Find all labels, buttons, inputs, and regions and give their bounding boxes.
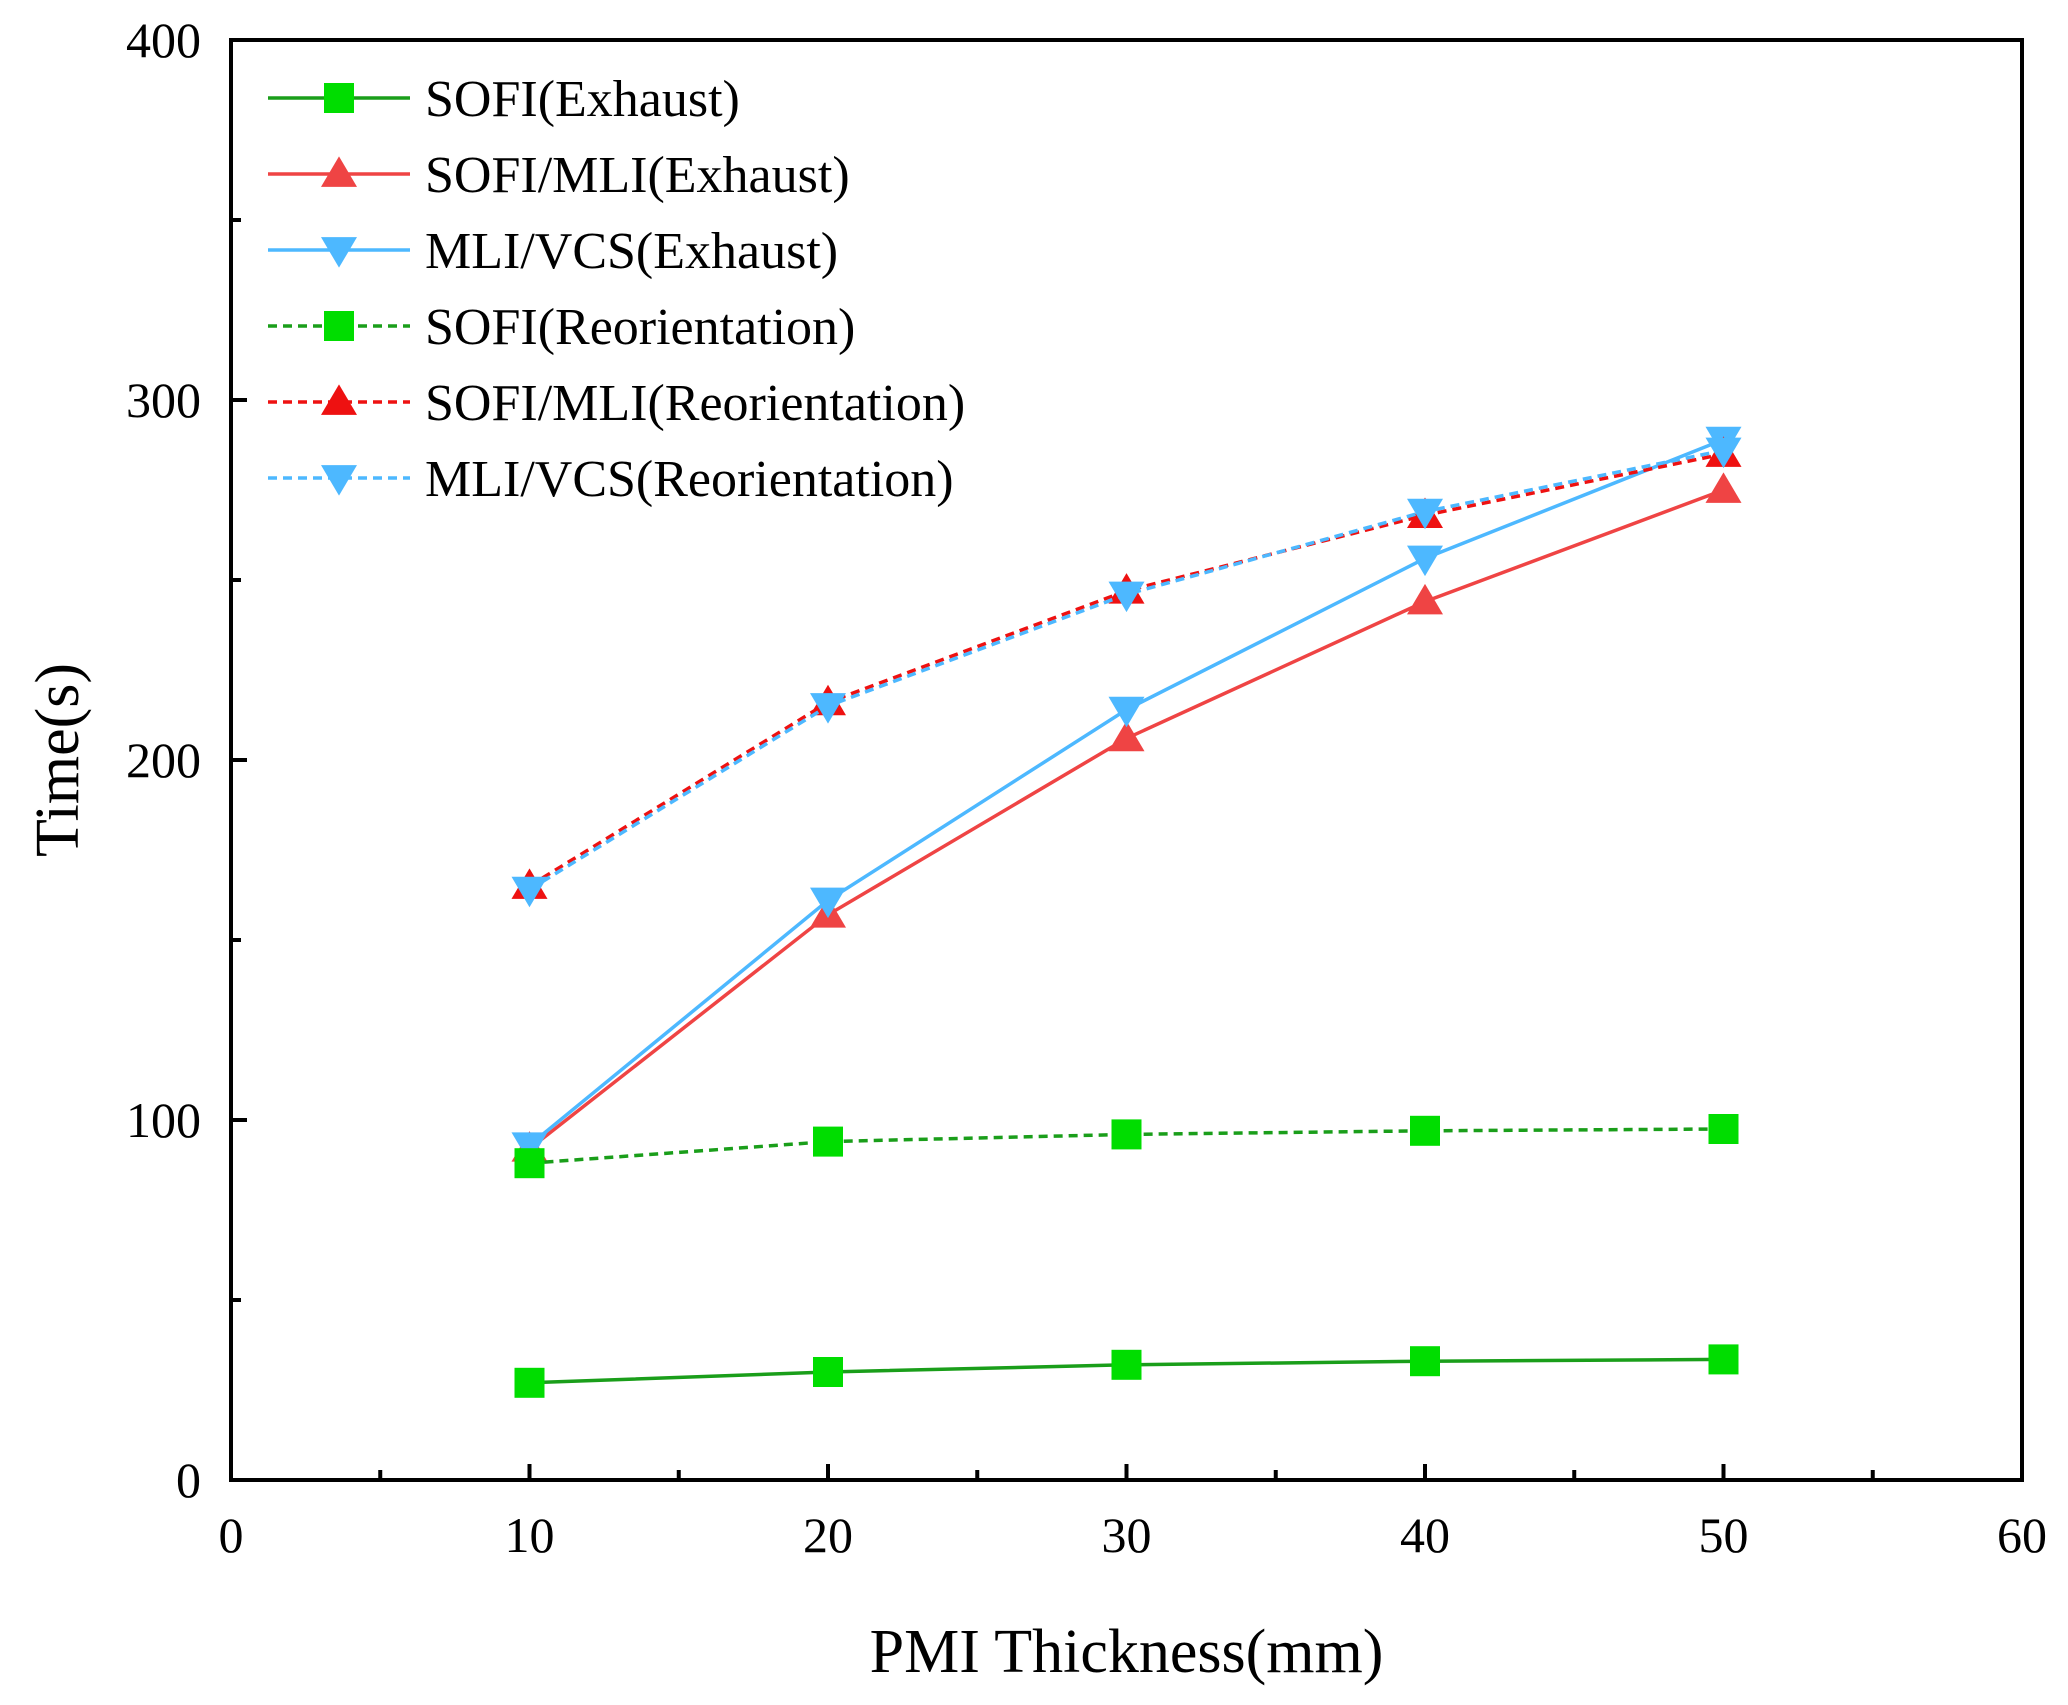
legend-item: SOFI(Exhaust) (268, 71, 740, 128)
x-tick-label: 50 (1699, 1507, 1749, 1563)
data-point (1705, 437, 1742, 469)
series-mli-vcs-reorientation (511, 437, 1742, 908)
x-axis-title: PMI Thickness(mm) (870, 1618, 1384, 1686)
y-tick-label: 300 (126, 372, 201, 428)
data-point (511, 1132, 548, 1163)
legend-marker (321, 237, 357, 268)
legend-label: SOFI(Exhaust) (425, 71, 740, 128)
data-point (1407, 498, 1443, 530)
legend-item: MLI/VCS(Exhaust) (268, 223, 838, 280)
x-tick-label: 40 (1400, 1507, 1450, 1563)
series-line (528, 448, 1724, 892)
x-tick-label: 10 (505, 1507, 555, 1563)
data-point (1111, 1119, 1142, 1150)
data-point (810, 693, 846, 724)
legend-marker (321, 156, 357, 187)
legend: SOFI(Exhaust) SOFI/MLI(Exhaust) MLI/VCS(Ex… (268, 71, 965, 508)
data-point (1108, 581, 1145, 613)
series-line (529, 1127, 1724, 1165)
legend-marker (321, 384, 357, 415)
y-axis-title: Time(s) (24, 663, 92, 857)
data-point (1708, 1344, 1739, 1375)
data-point (1111, 1349, 1142, 1380)
x-tick-label: 30 (1102, 1507, 1152, 1563)
legend-marker (321, 465, 357, 496)
data-point (813, 1126, 843, 1157)
legend-marker (324, 83, 354, 113)
legend-label: SOFI/MLI(Reorientation) (425, 375, 965, 432)
series-sofi-reorientation (514, 1114, 1739, 1179)
data-point (514, 1367, 545, 1398)
data-point (1708, 1114, 1739, 1144)
legend-label: SOFI(Reorientation) (425, 299, 855, 356)
data-point (1410, 1346, 1440, 1377)
data-point (514, 1148, 545, 1179)
data-point (511, 876, 548, 908)
data-point (1407, 583, 1443, 615)
legend-label: MLI/VCS(Reorientation) (425, 451, 954, 508)
y-tick-label: 100 (126, 1092, 201, 1148)
data-point (1705, 472, 1742, 503)
x-tick-label: 0 (219, 1507, 244, 1563)
series-mli-vcs-exhaust (511, 426, 1742, 1163)
series-line (528, 452, 1724, 888)
y-tick-label: 400 (126, 12, 201, 68)
legend-item: SOFI/MLI(Exhaust) (268, 147, 850, 204)
legend-item: MLI/VCS(Reorientation) (268, 451, 954, 508)
data-point (1410, 1115, 1440, 1146)
legend-marker (324, 311, 354, 341)
data-point (1407, 545, 1443, 577)
data-point (813, 1357, 843, 1387)
x-tick-label: 20 (803, 1507, 853, 1563)
legend-item: SOFI(Reorientation) (268, 299, 855, 356)
y-tick-label: 200 (126, 732, 201, 788)
x-tick-label: 60 (1997, 1507, 2047, 1563)
data-point (1108, 720, 1145, 752)
legend-label: SOFI/MLI(Exhaust) (425, 147, 850, 204)
legend-label: MLI/VCS(Exhaust) (425, 223, 838, 280)
series-sofi-exhaust (514, 1344, 1739, 1398)
y-tick-label: 0 (176, 1452, 201, 1508)
data-point (1108, 696, 1145, 728)
series-line (528, 437, 1725, 1147)
legend-item: SOFI/MLI(Reorientation) (268, 375, 965, 432)
data-point (810, 887, 846, 919)
